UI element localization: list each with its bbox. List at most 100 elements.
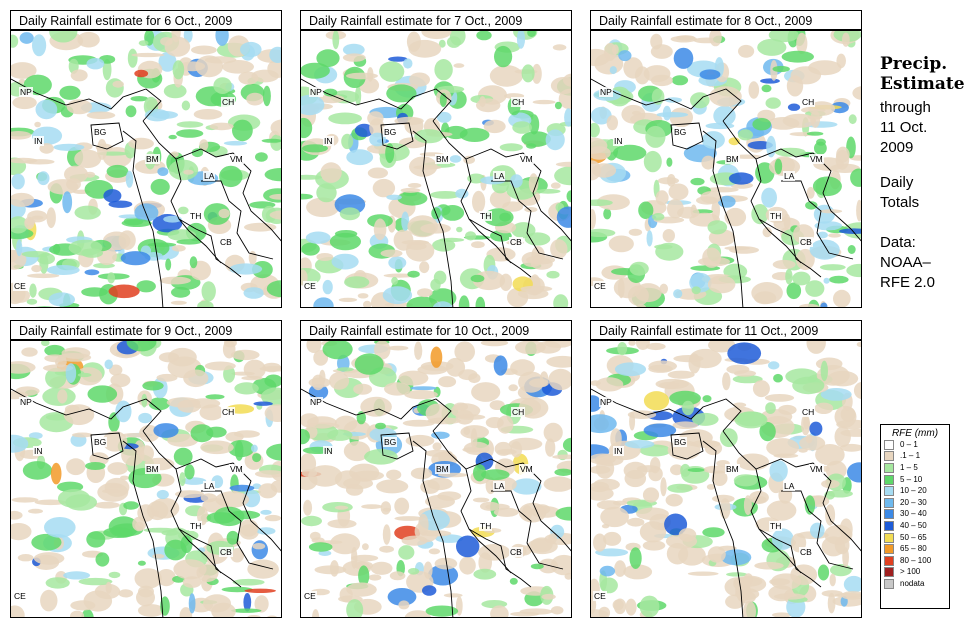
rain-cell [751,204,769,225]
rain-cell [156,569,176,587]
country-border [670,432,704,460]
rain-cell [662,105,672,121]
rain-cell [707,220,728,235]
rain-cell [364,449,398,465]
rain-cell [311,374,325,391]
rain-cell [316,183,337,203]
rain-cell [852,86,861,100]
rain-cell [131,52,165,58]
rain-cell [105,581,112,594]
rain-cell [32,34,47,57]
country-label: CE [13,591,27,601]
rain-cell [425,494,455,509]
rain-cell [654,244,673,250]
rain-cell [752,118,771,131]
rain-cell [384,302,414,307]
rain-cell [703,465,731,474]
rain-cell [391,276,398,285]
rain-cell [215,491,250,508]
rain-cell [545,129,565,151]
rain-cell [29,283,37,298]
rain-cell [642,487,660,503]
country-label: CB [799,237,813,247]
rain-cell [253,401,273,406]
rain-cell [613,144,647,161]
rain-cell [766,438,799,457]
country-label: IN [613,136,624,146]
rain-cell [407,215,438,238]
rain-cell [110,373,131,388]
rain-cell [402,419,435,427]
rain-cell [59,85,81,100]
rain-cell [211,602,236,617]
rain-cell [125,105,137,118]
rain-cell [544,341,571,348]
rain-cell [343,441,371,462]
rain-cell [37,171,50,186]
rain-cell [526,538,558,555]
rain-cell [733,402,747,408]
rain-cell [593,533,607,552]
rain-cell [132,516,147,532]
rain-cell [623,461,648,479]
rain-cell [762,227,772,238]
country-border [758,528,822,588]
rain-cell [419,261,430,274]
rain-cell [591,380,601,386]
rain-cell [401,240,429,245]
rain-cell [643,423,677,438]
rain-cell [764,394,795,402]
rain-cell [434,557,458,570]
rain-cell [18,78,26,84]
rain-cell [736,411,767,427]
rain-cell [404,390,438,400]
rain-cell [213,77,232,94]
country-border [301,388,452,432]
rain-cell [403,58,413,69]
country-label: CE [303,591,317,601]
rain-cell [494,45,513,68]
rain-cell [422,585,437,596]
rain-cell [617,342,628,356]
rain-cell [766,500,797,521]
rain-cell [645,342,666,351]
rain-cell [320,162,342,183]
rain-cell [515,341,546,355]
rain-cell [809,421,823,436]
rain-cell [323,88,338,97]
panel-title: Daily Rainfall estimate for 10 Oct., 200… [300,320,572,340]
rain-cell [405,240,435,262]
rain-cell [329,372,350,390]
sidebar-title-line2: Estimate [880,74,965,94]
country-border [412,130,454,307]
rain-cell [564,108,571,127]
rain-cell [819,264,846,271]
rain-cell [344,276,370,289]
rain-cell [264,374,281,388]
rain-cell [179,472,186,487]
rain-cell [303,499,313,516]
rain-cell [77,372,92,378]
rain-cell [511,478,542,495]
rain-cell [231,608,262,613]
country-label: CB [509,237,523,247]
rain-cell [552,44,567,51]
rain-cell [164,539,187,561]
country-border [491,490,564,570]
sidebar-title-line1: Precip. [880,54,948,74]
rain-cell [301,174,323,180]
rain-cell [659,381,680,389]
rain-cell [168,347,197,367]
panel-title: Daily Rainfall estimate for 9 Oct., 2009 [10,320,282,340]
rain-cell [827,489,853,498]
rain-cell [787,103,801,111]
rain-cell [141,393,148,408]
rain-cell [722,372,731,391]
rain-cell [425,605,459,617]
legend-title: RFE (mm) [891,428,939,439]
rain-cell [95,143,113,152]
rain-cell [223,140,248,146]
country-border [11,78,162,122]
rain-cell [318,94,345,104]
rain-cell [341,133,354,150]
